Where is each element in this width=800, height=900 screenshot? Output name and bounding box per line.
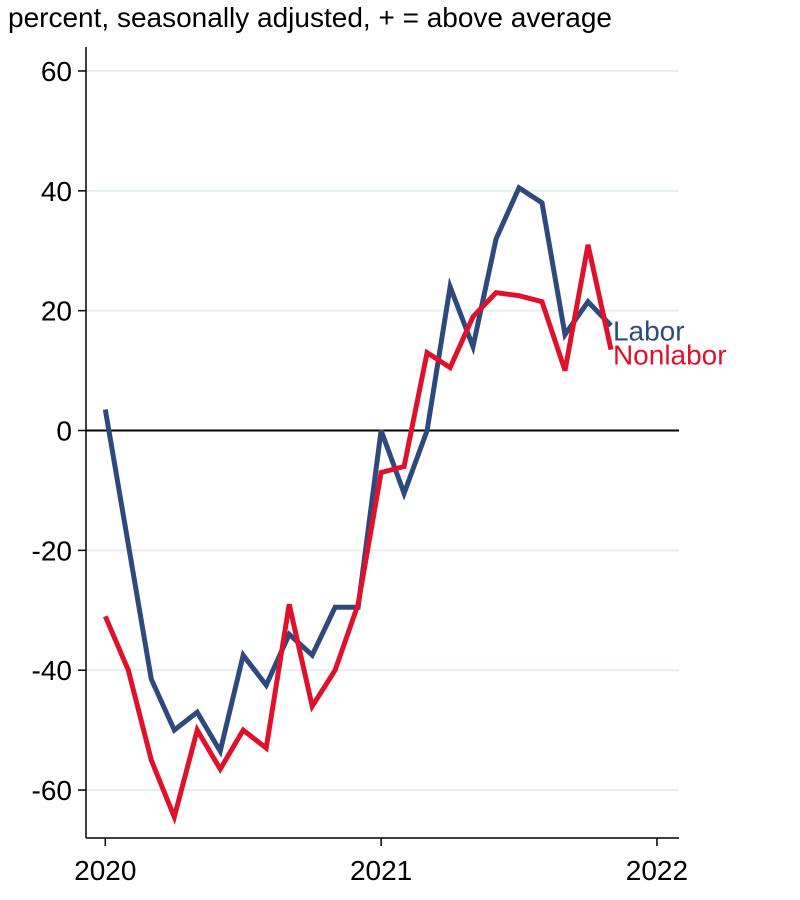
chart-title: percent, seasonally adjusted, + = above … (8, 2, 612, 33)
series-line-nonlabor (103, 244, 614, 825)
series-label-labor: Labor (613, 316, 685, 347)
y-tick-label: -20 (32, 535, 72, 566)
y-tick-label: -60 (32, 775, 72, 806)
series-label-nonlabor: Nonlabor (613, 340, 727, 371)
x-tick-label: 2022 (626, 855, 688, 886)
y-tick-label: 60 (41, 56, 72, 87)
x-tick-label: 2020 (74, 855, 136, 886)
series-lines (102, 184, 614, 825)
axes: 60 40 20 0 -20 -40 -60 2020 2021 2022 (32, 47, 688, 886)
y-tick-label: 0 (56, 416, 72, 447)
gridlines (86, 69, 679, 792)
y-tick-label: -40 (32, 655, 72, 686)
y-tick-label: 40 (41, 176, 72, 207)
y-tick-label: 20 (41, 296, 72, 327)
series-line-labor (102, 184, 613, 758)
x-tick-label: 2021 (350, 855, 412, 886)
